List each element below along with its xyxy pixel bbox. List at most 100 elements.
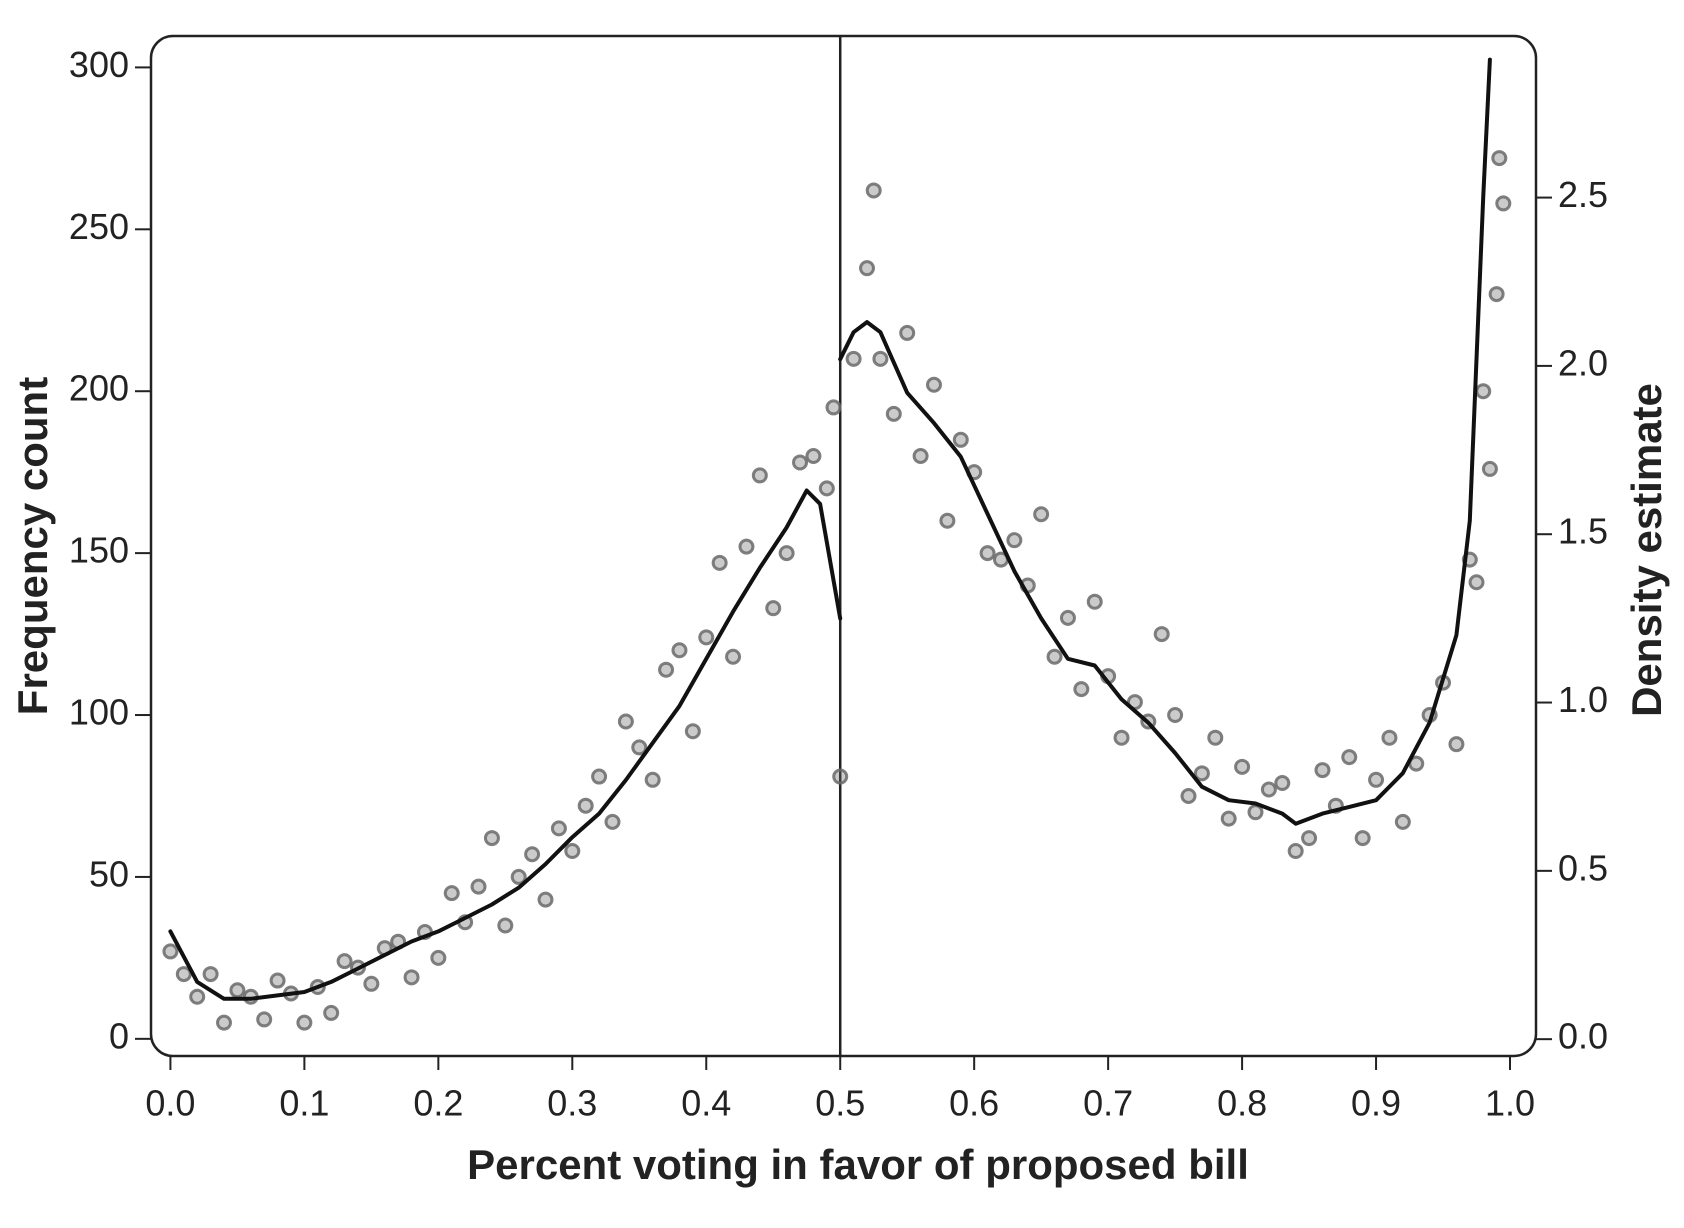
y-tick-label: 50 (89, 853, 129, 894)
y2-tick-label: 0.0 (1558, 1016, 1608, 1057)
y-axis-title: Frequency count (9, 377, 56, 715)
scatter-point (363, 975, 380, 992)
x-tick-label: 0.9 (1351, 1083, 1401, 1124)
scatter-point (1180, 787, 1197, 804)
x-tick-label: 0.6 (949, 1083, 999, 1124)
y-tick-label: 250 (69, 206, 129, 247)
scatter-point (296, 1014, 313, 1031)
y2-tick-label: 1.0 (1558, 679, 1608, 720)
x-tick-label: 0.0 (145, 1083, 195, 1124)
scatter-point (1167, 707, 1184, 724)
scatter-point (202, 966, 219, 983)
scatter-point (818, 480, 835, 497)
scatter-point (577, 797, 594, 814)
scatter-point (256, 1011, 273, 1028)
scatter-point (189, 988, 206, 1005)
scatter-point (403, 969, 420, 986)
scatter-point (738, 538, 755, 555)
scatter-point (1301, 830, 1318, 847)
scatter-point (550, 820, 567, 837)
scatter-point (591, 768, 608, 785)
scatter-point (1287, 843, 1304, 860)
scatter-point (865, 182, 882, 199)
scatter-point (470, 878, 487, 895)
scatter-point (872, 350, 889, 367)
x-tick-label: 0.1 (279, 1083, 329, 1124)
scatter-point (1006, 532, 1023, 549)
scatter-point (537, 891, 554, 908)
scatter-point (1475, 383, 1492, 400)
scatter-point (899, 324, 916, 341)
scatter-point (510, 868, 527, 885)
scatter-point (1354, 830, 1371, 847)
y2-tick-label: 2.0 (1558, 342, 1608, 383)
scatter-point (617, 713, 634, 730)
scatter-point (323, 1004, 340, 1021)
scatter-point (1220, 810, 1237, 827)
x-tick-label: 0.2 (413, 1083, 463, 1124)
scatter-point (778, 545, 795, 562)
scatter-point (1234, 758, 1251, 775)
scatter-point (1381, 729, 1398, 746)
x-axis-title: Percent voting in favor of proposed bill (467, 1141, 1249, 1188)
scatter-point (711, 554, 728, 571)
x-tick-label: 0.7 (1083, 1083, 1133, 1124)
x-tick-label: 0.3 (547, 1083, 597, 1124)
y2-axis-title: Density estimate (1623, 383, 1670, 717)
scatter-point (925, 376, 942, 393)
scatter-point (1314, 762, 1331, 779)
scatter-point (825, 399, 842, 416)
scatter-point (1481, 460, 1498, 477)
scatter-point (1341, 749, 1358, 766)
scatter-point (1086, 593, 1103, 610)
x-tick-label: 0.4 (681, 1083, 731, 1124)
scatter-point (604, 813, 621, 830)
scatter-point (497, 917, 514, 934)
scatter-point (1448, 736, 1465, 753)
scatter-point (658, 661, 675, 678)
scatter-point (1046, 648, 1063, 665)
y-tick-label: 150 (69, 530, 129, 571)
scatter-point (430, 949, 447, 966)
scatter-point (805, 447, 822, 464)
scatter-point (336, 953, 353, 970)
scatter-point (1394, 813, 1411, 830)
scatter-point (1247, 804, 1264, 821)
y-tick-label: 0 (109, 1015, 129, 1056)
scatter-point (229, 982, 246, 999)
scatter-point (765, 600, 782, 617)
scatter-point (1059, 609, 1076, 626)
scatter-point (1113, 729, 1130, 746)
scatter-point (524, 846, 541, 863)
scatter-point (644, 771, 661, 788)
scatter-point (684, 723, 701, 740)
scatter-point (443, 885, 460, 902)
y2-tick-label: 1.5 (1558, 511, 1608, 552)
y-tick-label: 300 (69, 44, 129, 85)
scatter-point (1260, 781, 1277, 798)
scatter-point (859, 260, 876, 277)
y2-tick-label: 0.5 (1558, 847, 1608, 888)
scatter-point (832, 768, 849, 785)
x-tick-label: 0.5 (815, 1083, 865, 1124)
scatter-point (1468, 574, 1485, 591)
y-tick-label: 100 (69, 692, 129, 733)
scatter-point (845, 350, 862, 367)
scatter-point (751, 467, 768, 484)
scatter-point (1033, 506, 1050, 523)
scatter-point (979, 545, 996, 562)
scatter-point (912, 447, 929, 464)
scatter-point (1491, 150, 1508, 167)
scatter-point (564, 843, 581, 860)
scatter-point (1193, 765, 1210, 782)
scatter-point (725, 648, 742, 665)
y2-tick-label: 2.5 (1558, 174, 1608, 215)
scatter-point (162, 943, 179, 960)
scatter-point (1274, 775, 1291, 792)
scatter-point (1495, 195, 1512, 212)
y-tick-label: 200 (69, 368, 129, 409)
scatter-point (792, 454, 809, 471)
scatter-point (1488, 286, 1505, 303)
